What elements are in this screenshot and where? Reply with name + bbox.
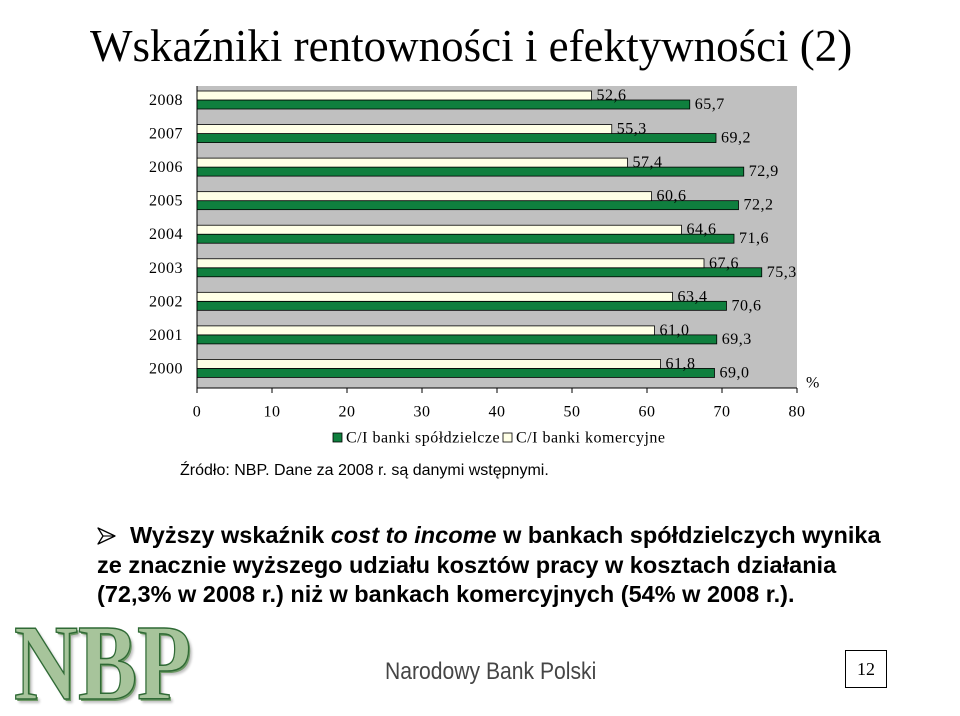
value-label: 75,3	[767, 264, 797, 281]
bullet-text-line-2: ze znacznie wyższego udziału kosztów pra…	[97, 551, 837, 578]
value-label: 72,2	[744, 197, 774, 214]
bar-commercial-banks	[196, 157, 628, 168]
bar-commercial-banks	[196, 359, 661, 369]
value-label: 70,6	[732, 297, 762, 314]
category-label: 2001	[149, 327, 183, 344]
value-label: 72,9	[749, 163, 779, 180]
arrowhead-bullet-icon	[97, 527, 116, 545]
value-label: 52,6	[597, 87, 627, 104]
source-note: Źródło: NBP. Dane za 2008 r. są danymi w…	[180, 462, 549, 479]
x-tick-label: 10	[264, 404, 281, 421]
x-tick-label: 60	[639, 404, 656, 421]
category-label: 2003	[149, 260, 183, 277]
bullet-text-end: w bankach spółdzielczych wynika	[496, 522, 881, 548]
bullet-text-italic-term: cost to income	[330, 522, 497, 548]
bar-commercial-banks	[196, 90, 592, 101]
category-label: 2007	[149, 126, 183, 143]
value-label: 61,0	[660, 322, 690, 339]
value-label: 67,6	[709, 255, 739, 272]
legend-swatch-cooperative-banks	[332, 432, 343, 443]
organization-name: Narodowy Bank Polski	[385, 658, 597, 685]
bullet-text-line-3: (72,3% w 2008 r.) niż w bankach komercyj…	[97, 581, 795, 607]
x-tick-label: 50	[564, 404, 581, 421]
legend-label: C/I banki komercyjne	[516, 430, 666, 447]
bullet-line-3: (72,3% w 2008 r.) niż w bankach komercyj…	[97, 580, 881, 610]
bullet-paragraph: Wyższy wskaźnik cost to income w bankach…	[97, 521, 881, 610]
legend-label: C/I banki spółdzielcze	[346, 430, 500, 447]
x-tick-label: 30	[414, 404, 431, 421]
category-label: 2006	[149, 159, 183, 176]
page-number: 12	[857, 659, 875, 679]
bar-commercial-banks	[196, 258, 705, 269]
value-label: 69,3	[722, 331, 752, 348]
value-label: 60,6	[657, 188, 687, 205]
category-label: 2000	[149, 360, 183, 377]
value-label: 65,7	[695, 96, 725, 113]
bar-commercial-banks	[196, 325, 655, 336]
bullet-text-start: Wyższy wskaźnik	[130, 522, 331, 548]
x-unit-label: %	[806, 375, 820, 392]
x-tick-label: 70	[714, 404, 731, 421]
bar-commercial-banks	[196, 124, 613, 134]
x-tick-label: 20	[339, 404, 356, 421]
bullet-line-1: Wyższy wskaźnik cost to income w bankach…	[97, 521, 881, 551]
value-label: 61,8	[666, 355, 696, 372]
bar-commercial-banks	[196, 224, 682, 235]
bar-cooperative-banks	[196, 300, 727, 311]
bullet-line-2: ze znacznie wyższego udziału kosztów pra…	[97, 551, 881, 581]
slide-title: Wskaźniki rentowności i efektywności (2)	[90, 21, 853, 71]
bar-commercial-banks	[196, 191, 652, 202]
category-label: 2008	[149, 92, 183, 109]
bar-cooperative-banks	[196, 368, 715, 378]
value-label: 63,4	[678, 288, 708, 305]
bar-cooperative-banks	[196, 267, 763, 278]
value-label: 64,6	[687, 221, 717, 238]
nbp-logo: NBP	[13, 604, 192, 716]
category-label: 2002	[149, 293, 183, 310]
value-label: 55,3	[617, 121, 647, 138]
category-label: 2005	[149, 193, 183, 210]
page-number-box: 12	[845, 650, 887, 688]
value-label: 69,0	[720, 364, 750, 381]
bar-commercial-banks	[196, 291, 673, 302]
value-label: 57,4	[633, 154, 663, 171]
category-label: 2004	[149, 226, 183, 243]
bar-cooperative-banks	[196, 233, 735, 244]
x-tick-label: 0	[193, 404, 202, 421]
legend-swatch-commercial-banks	[502, 432, 513, 443]
x-tick-label: 80	[789, 404, 806, 421]
cost-income-bar-chart: 0 10 20 30 40 50 60 70 80% 2008 65,7 52,6 2007 69,2 55…	[149, 86, 820, 447]
bar-cooperative-banks	[196, 334, 718, 345]
value-label: 69,2	[721, 130, 751, 147]
x-tick-label: 40	[489, 404, 506, 421]
value-label: 71,6	[739, 230, 769, 247]
